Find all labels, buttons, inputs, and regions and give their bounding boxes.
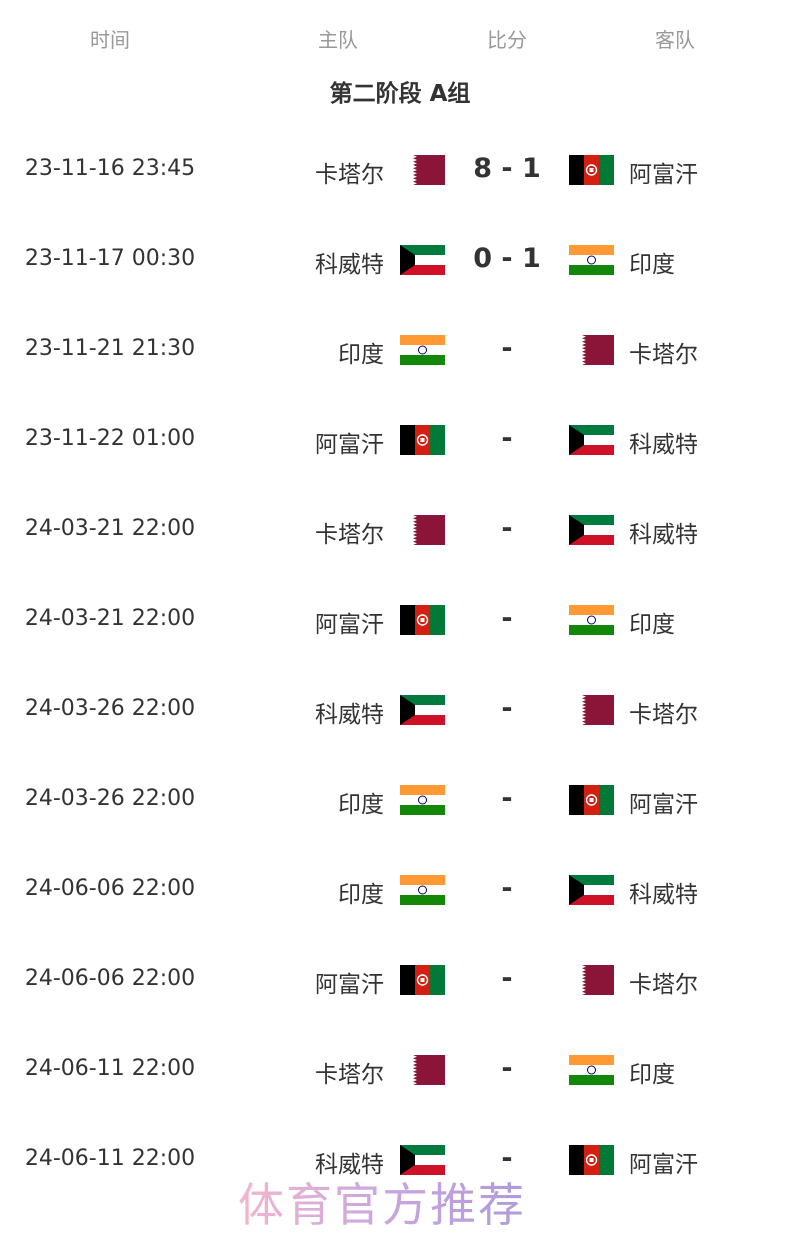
home-team-name: 科威特: [315, 702, 384, 728]
home-team-name: 印度: [338, 882, 384, 908]
match-time: 24-03-21 22:00: [24, 516, 196, 541]
match-score: -: [501, 1143, 513, 1174]
india-flag-icon: [400, 785, 445, 815]
kuwait-flag-icon: [400, 245, 445, 275]
match-time: 24-03-26 22:00: [24, 696, 196, 721]
column-header-home: 主队: [318, 28, 358, 52]
qatar-flag-icon: [400, 515, 445, 545]
afghanistan-flag-icon: [569, 1145, 614, 1175]
india-flag-icon: [569, 605, 614, 635]
match-time: 23-11-16 23:45: [24, 156, 196, 181]
qatar-flag-icon: [569, 695, 614, 725]
match-row[interactable]: 23-11-22 01:00 阿富汗 - 科威特: [0, 420, 800, 460]
match-score: -: [501, 873, 513, 904]
away-team-name: 卡塔尔: [629, 972, 698, 998]
away-team-name: 科威特: [629, 432, 698, 458]
match-row[interactable]: 24-03-21 22:00 阿富汗 - 印度: [0, 600, 800, 640]
match-score: 0 - 1: [473, 243, 541, 274]
match-time: 23-11-21 21:30: [24, 336, 196, 361]
home-team-name: 卡塔尔: [315, 522, 384, 548]
match-time: 23-11-17 00:30: [24, 246, 196, 271]
away-team-name: 阿富汗: [629, 792, 698, 818]
away-team-name: 卡塔尔: [629, 342, 698, 368]
afghanistan-flag-icon: [400, 425, 445, 455]
away-team-name: 卡塔尔: [629, 702, 698, 728]
kuwait-flag-icon: [569, 515, 614, 545]
qatar-flag-icon: [400, 1055, 445, 1085]
match-score: -: [501, 783, 513, 814]
india-flag-icon: [569, 1055, 614, 1085]
match-time: 24-06-11 22:00: [24, 1146, 196, 1171]
match-row[interactable]: 24-06-11 22:00 科威特 - 阿富汗: [0, 1140, 800, 1180]
away-team-name: 阿富汗: [629, 1152, 698, 1178]
match-score: -: [501, 693, 513, 724]
away-team-name: 科威特: [629, 882, 698, 908]
qatar-flag-icon: [569, 335, 614, 365]
home-team-name: 阿富汗: [315, 612, 384, 638]
qatar-flag-icon: [400, 155, 445, 185]
home-team-name: 阿富汗: [315, 972, 384, 998]
india-flag-icon: [569, 245, 614, 275]
match-row[interactable]: 24-06-06 22:00 印度 - 科威特: [0, 870, 800, 910]
home-team-name: 卡塔尔: [315, 162, 384, 188]
match-time: 24-06-06 22:00: [24, 876, 196, 901]
afghanistan-flag-icon: [400, 965, 445, 995]
india-flag-icon: [400, 335, 445, 365]
home-team-name: 卡塔尔: [315, 1062, 384, 1088]
away-team-name: 阿富汗: [629, 162, 698, 188]
match-row[interactable]: 23-11-17 00:30 科威特 0 - 1 印度: [0, 240, 800, 280]
match-row[interactable]: 24-03-26 22:00 印度 - 阿富汗: [0, 780, 800, 820]
match-score: 8 - 1: [473, 153, 541, 184]
match-row[interactable]: 24-03-21 22:00 卡塔尔 - 科威特: [0, 510, 800, 550]
match-row[interactable]: 24-06-06 22:00 阿富汗 - 卡塔尔: [0, 960, 800, 1000]
match-time: 23-11-22 01:00: [24, 426, 196, 451]
match-row[interactable]: 23-11-16 23:45 卡塔尔 8 - 1 阿富汗: [0, 150, 800, 190]
kuwait-flag-icon: [569, 425, 614, 455]
match-time: 24-06-11 22:00: [24, 1056, 196, 1081]
column-header-score: 比分: [487, 28, 527, 52]
group-title: 第二阶段 A组: [329, 81, 471, 107]
match-score: -: [501, 963, 513, 994]
home-team-name: 印度: [338, 792, 384, 818]
match-time: 24-06-06 22:00: [24, 966, 196, 991]
match-time: 24-03-21 22:00: [24, 606, 196, 631]
match-score: -: [501, 513, 513, 544]
afghanistan-flag-icon: [400, 605, 445, 635]
away-team-name: 印度: [629, 1062, 675, 1088]
qatar-flag-icon: [569, 965, 614, 995]
match-time: 24-03-26 22:00: [24, 786, 196, 811]
afghanistan-flag-icon: [569, 785, 614, 815]
column-header-away: 客队: [655, 28, 695, 52]
match-score: -: [501, 603, 513, 634]
match-score: -: [501, 333, 513, 364]
home-team-name: 阿富汗: [315, 432, 384, 458]
india-flag-icon: [400, 875, 445, 905]
afghanistan-flag-icon: [569, 155, 614, 185]
match-row[interactable]: 23-11-21 21:30 印度 - 卡塔尔: [0, 330, 800, 370]
away-team-name: 科威特: [629, 522, 698, 548]
home-team-name: 科威特: [315, 1152, 384, 1178]
away-team-name: 印度: [629, 612, 675, 638]
match-row[interactable]: 24-03-26 22:00 科威特 - 卡塔尔: [0, 690, 800, 730]
away-team-name: 印度: [629, 252, 675, 278]
match-score: -: [501, 1053, 513, 1084]
kuwait-flag-icon: [569, 875, 614, 905]
column-header-time: 时间: [90, 28, 130, 52]
kuwait-flag-icon: [400, 1145, 445, 1175]
match-row[interactable]: 24-06-11 22:00 卡塔尔 - 印度: [0, 1050, 800, 1090]
watermark: 体育官方推荐: [238, 1178, 526, 1232]
home-team-name: 科威特: [315, 252, 384, 278]
kuwait-flag-icon: [400, 695, 445, 725]
home-team-name: 印度: [338, 342, 384, 368]
match-score: -: [501, 423, 513, 454]
